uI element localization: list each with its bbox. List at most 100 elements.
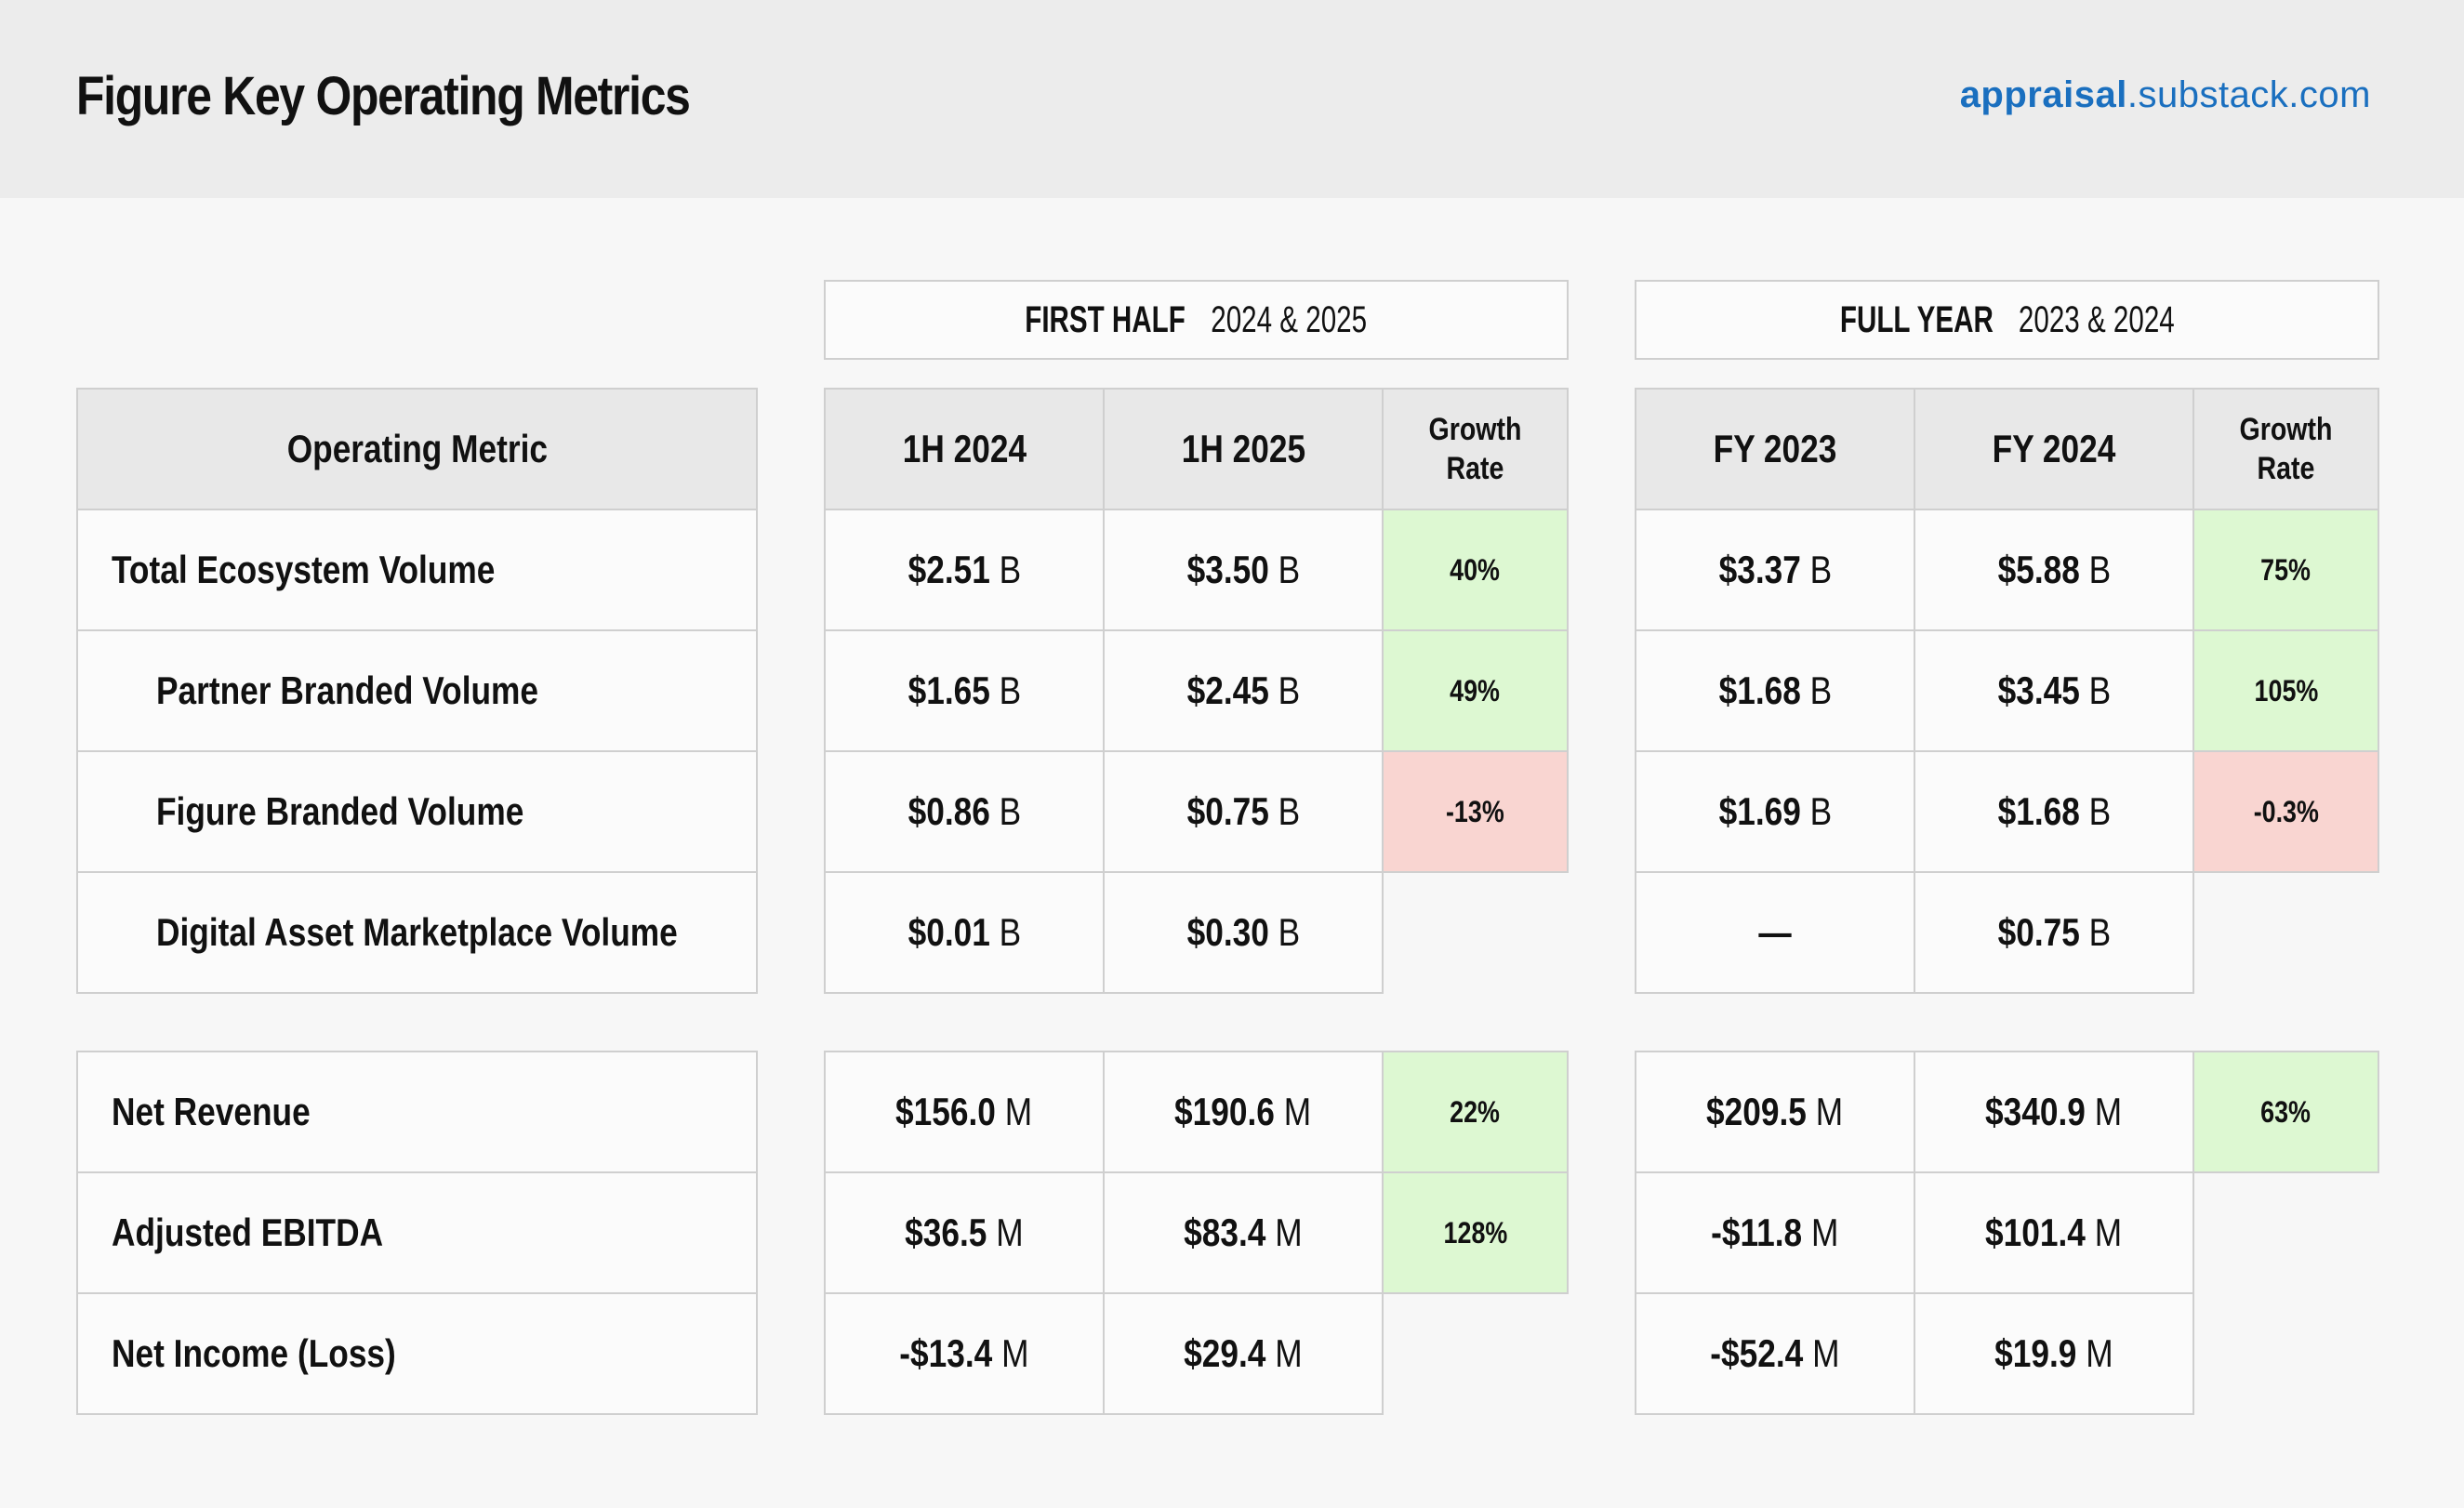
growth-rate-value: 105% bbox=[2254, 673, 2318, 708]
value-text: $101.4 M bbox=[1985, 1210, 2122, 1255]
value-cell-h1-2024: -$13.4 M bbox=[824, 1292, 1105, 1415]
value-number: $190.6 bbox=[1174, 1090, 1276, 1133]
value-unit: M bbox=[1803, 1331, 1840, 1375]
value-text: $340.9 M bbox=[1985, 1090, 2122, 1134]
value-number: -$13.4 bbox=[899, 1331, 993, 1375]
value-unit: M bbox=[1807, 1090, 1844, 1133]
growth-rate-cell: 40% bbox=[1382, 509, 1569, 631]
value-text: -$13.4 M bbox=[899, 1331, 1028, 1376]
value-cell-fy-2024: $0.75 B bbox=[1914, 871, 2194, 994]
value-unit: M bbox=[1802, 1210, 1839, 1254]
value-cell-h1-2024: $2.51 B bbox=[824, 509, 1105, 631]
value-number: $0.30 bbox=[1186, 910, 1269, 954]
value-number: $209.5 bbox=[1706, 1090, 1808, 1133]
header-growth-rate-fy: Growth Rate bbox=[2192, 388, 2379, 510]
value-unit: M bbox=[1265, 1210, 1303, 1254]
value-text: $36.5 M bbox=[905, 1210, 1023, 1255]
value-number: $36.5 bbox=[905, 1210, 987, 1254]
value-unit: B bbox=[2079, 789, 2111, 833]
value-unit: B bbox=[2079, 668, 2111, 712]
value-number: $101.4 bbox=[1985, 1210, 2086, 1254]
brand-domain: .substack.com bbox=[2126, 74, 2371, 115]
value-cell-fy-2023: — bbox=[1635, 871, 1915, 994]
growth-rate-value: 49% bbox=[1450, 673, 1501, 708]
value-text: $0.30 B bbox=[1186, 910, 1300, 955]
metric-label: Total Ecosystem Volume bbox=[76, 509, 758, 631]
value-text: $0.75 B bbox=[1186, 789, 1300, 834]
header-label: Growth Rate bbox=[2239, 412, 2333, 486]
value-unit: M bbox=[987, 1210, 1024, 1254]
value-number: $0.75 bbox=[1997, 910, 2080, 954]
value-text: $2.45 B bbox=[1186, 668, 1300, 713]
value-number: $1.69 bbox=[1718, 789, 1801, 833]
value-number: $1.68 bbox=[1997, 789, 2080, 833]
value-unit: B bbox=[989, 548, 1021, 591]
header-label: FY 2023 bbox=[1713, 427, 1837, 470]
value-text: $3.45 B bbox=[1997, 668, 2111, 713]
value-cell-h1-2025: $190.6 M bbox=[1103, 1051, 1384, 1173]
value-unit: B bbox=[1800, 668, 1832, 712]
value-cell-h1-2025: $29.4 M bbox=[1103, 1292, 1384, 1415]
header-1h-2025: 1H 2025 bbox=[1103, 388, 1384, 510]
header-label: FY 2024 bbox=[1992, 427, 2116, 470]
value-cell-h1-2025: $0.75 B bbox=[1103, 750, 1384, 873]
growth-rate-value: 63% bbox=[2260, 1094, 2312, 1129]
metric-text: Digital Asset Marketplace Volume bbox=[156, 910, 678, 954]
header-1h-2024: 1H 2024 bbox=[824, 388, 1105, 510]
value-cell-h1-2024: $0.86 B bbox=[824, 750, 1105, 873]
growth-rate-cell: 63% bbox=[2192, 1051, 2379, 1173]
metric-text: Partner Branded Volume bbox=[156, 668, 539, 712]
value-text: $1.65 B bbox=[907, 668, 1021, 713]
section-label-first-half: FIRST HALF 2024 & 2025 bbox=[824, 280, 1569, 360]
value-text: $1.68 B bbox=[1718, 668, 1832, 713]
value-cell-h1-2025: $83.4 M bbox=[1103, 1171, 1384, 1294]
value-cell-h1-2025: $2.45 B bbox=[1103, 629, 1384, 752]
growth-rate-value: 22% bbox=[1450, 1094, 1501, 1129]
metric-label: Figure Branded Volume bbox=[76, 750, 758, 873]
growth-rate-value: -13% bbox=[1446, 794, 1504, 828]
value-text: $1.68 B bbox=[1997, 789, 2111, 834]
value-text: $190.6 M bbox=[1174, 1090, 1311, 1134]
value-number: $19.9 bbox=[1994, 1331, 2077, 1375]
brand-name: appraisal bbox=[1959, 74, 2127, 115]
page-title: Figure Key Operating Metrics bbox=[76, 66, 691, 126]
value-unit: B bbox=[1800, 789, 1832, 833]
value-cell-h1-2024: $0.01 B bbox=[824, 871, 1105, 994]
value-text: $5.88 B bbox=[1997, 548, 2111, 592]
value-text: $0.75 B bbox=[1997, 910, 2111, 955]
value-text: $3.37 B bbox=[1718, 548, 1832, 592]
growth-rate-cell: 128% bbox=[1382, 1171, 1569, 1294]
value-text: $156.0 M bbox=[895, 1090, 1032, 1134]
value-cell-fy-2023: $1.68 B bbox=[1635, 629, 1915, 752]
value-cell-h1-2025: $3.50 B bbox=[1103, 509, 1384, 631]
header-fy-2024: FY 2024 bbox=[1914, 388, 2194, 510]
page-header: Figure Key Operating Metrics appraisal.s… bbox=[0, 0, 2464, 198]
value-unit: B bbox=[1800, 548, 1832, 591]
value-cell-fy-2024: $19.9 M bbox=[1914, 1292, 2194, 1415]
value-cell-h1-2024: $36.5 M bbox=[824, 1171, 1105, 1294]
header-fy-2023: FY 2023 bbox=[1635, 388, 1915, 510]
growth-rate-value: -0.3% bbox=[2253, 794, 2319, 828]
metric-label: Partner Branded Volume bbox=[76, 629, 758, 752]
value-cell-fy-2023: $209.5 M bbox=[1635, 1051, 1915, 1173]
metric-label: Digital Asset Marketplace Volume bbox=[76, 871, 758, 994]
value-unit: B bbox=[2079, 548, 2111, 591]
header-label: 1H 2024 bbox=[902, 427, 1027, 470]
value-number: $83.4 bbox=[1184, 1210, 1266, 1254]
value-cell-fy-2023: $3.37 B bbox=[1635, 509, 1915, 631]
value-number: $3.45 bbox=[1997, 668, 2080, 712]
value-unit: M bbox=[1275, 1090, 1312, 1133]
header-label: Growth Rate bbox=[1428, 412, 1522, 486]
value-cell-fy-2023: $1.69 B bbox=[1635, 750, 1915, 873]
metric-text: Total Ecosystem Volume bbox=[112, 548, 496, 591]
value-text: $29.4 M bbox=[1184, 1331, 1302, 1376]
section-label-full-year: FULL YEAR 2023 & 2024 bbox=[1635, 280, 2379, 360]
value-number: $29.4 bbox=[1184, 1331, 1266, 1375]
header-label: Operating Metric bbox=[286, 427, 548, 470]
value-text: -$52.4 M bbox=[1710, 1331, 1839, 1376]
value-cell-fy-2023: -$52.4 M bbox=[1635, 1292, 1915, 1415]
value-unit: B bbox=[2079, 910, 2111, 954]
value-number: $1.65 bbox=[907, 668, 990, 712]
brand-link[interactable]: appraisal.substack.com bbox=[1960, 74, 2371, 116]
value-cell-fy-2023: -$11.8 M bbox=[1635, 1171, 1915, 1294]
